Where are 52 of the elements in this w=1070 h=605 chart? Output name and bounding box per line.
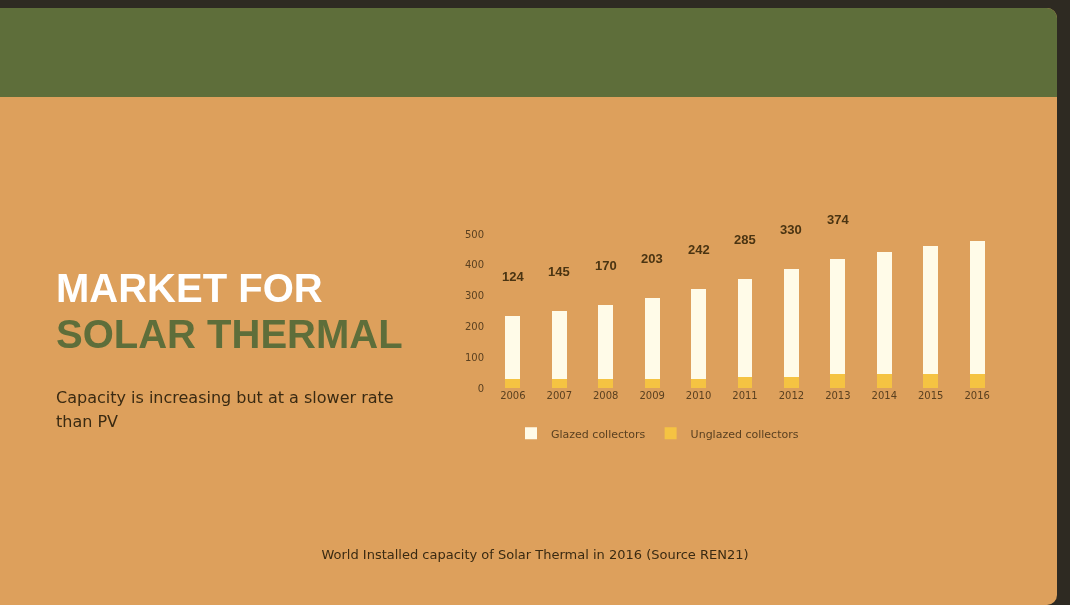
annotation: 145 [548, 264, 570, 279]
x-tick-label: 2008 [592, 390, 619, 401]
bar [876, 373, 892, 388]
y-tick-label: 300 [464, 290, 484, 302]
bar [784, 268, 799, 377]
x-tick-label: 2012 [778, 390, 805, 401]
x-tick-label: 2006 [500, 390, 526, 401]
x-tick-label: 2016 [964, 390, 990, 401]
bar [598, 305, 614, 380]
y-tick-label: 0 [477, 382, 484, 394]
annotation: 170 [595, 258, 617, 273]
annotation: 285 [734, 232, 756, 247]
annotation: 203 [641, 251, 663, 266]
bar [737, 279, 753, 377]
text: MARKET FOR SOLAR THERMAL [56, 265, 403, 357]
bar [923, 373, 939, 388]
text: World Installed capacity of Solar Thermal in 2016 (Source REN21) [320, 547, 750, 562]
legend-label: Unglazed collectors [690, 427, 799, 441]
y-tick-label: 400 [464, 259, 484, 271]
bar [644, 298, 660, 380]
bar [830, 373, 846, 388]
bar [551, 311, 567, 380]
y-tick-label: 100 [464, 351, 484, 363]
y-tick-label: 200 [464, 320, 484, 332]
bar [644, 379, 660, 388]
bar [969, 373, 985, 388]
x-tick-label: 2009 [639, 390, 665, 401]
text: 374 [827, 212, 850, 227]
bar [784, 376, 799, 388]
bar [505, 379, 521, 388]
legend-label: Glazed collectors [551, 427, 646, 441]
bar [691, 379, 706, 388]
bar [923, 245, 939, 374]
bar [876, 251, 892, 374]
bar [830, 259, 846, 374]
bar [737, 376, 753, 388]
x-tick-label: 2011 [732, 390, 758, 401]
bar [598, 379, 614, 388]
x-tick-label: 2014 [871, 390, 898, 401]
annotation: 330 [780, 222, 802, 237]
bar [969, 240, 985, 374]
x-tick-label: 2013 [825, 390, 851, 401]
x-tick-label: 2007 [546, 390, 573, 401]
x-tick-label: 2015 [917, 390, 944, 401]
bar [505, 316, 521, 380]
x-tick-label: 2010 [685, 390, 712, 401]
annotation: 124 [502, 269, 525, 284]
y-tick-label: 500 [464, 228, 484, 240]
annotation: 242 [688, 242, 710, 257]
text: Capacity is increasing but at a slower rate than PV [56, 387, 395, 433]
bar [691, 288, 706, 380]
bar [551, 379, 567, 388]
